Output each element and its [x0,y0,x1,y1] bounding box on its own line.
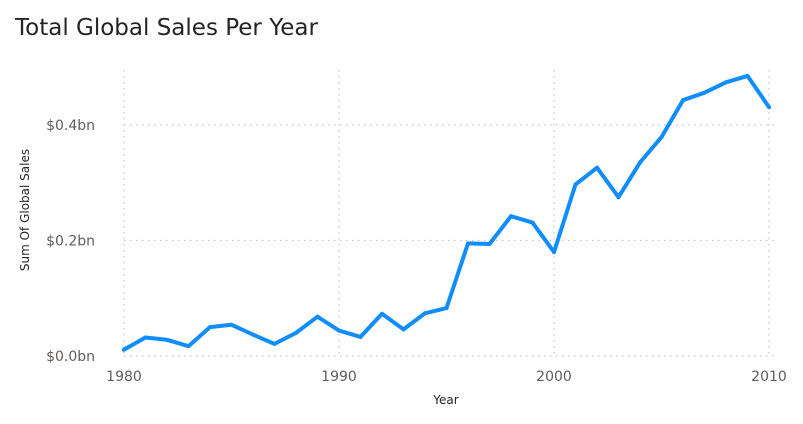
data-point[interactable] [659,135,664,140]
data-point[interactable] [573,182,578,187]
data-point[interactable] [380,311,384,316]
x-axis-ticks: 1980 1990 2000 2010 [106,369,787,385]
data-point[interactable] [229,322,234,327]
x-axis-title: Year [432,393,458,407]
data-point[interactable] [423,311,427,316]
data-point[interactable] [122,347,126,352]
data-point[interactable] [616,195,621,200]
data-point[interactable] [466,241,470,246]
y-axis-title: Sum Of Global Sales [18,149,32,271]
x-tick-label: 1980 [106,369,142,385]
data-point[interactable] [315,314,320,319]
x-tick-label: 2000 [536,369,572,385]
y-axis-ticks: $0.0bn $0.2bn $0.4bn [46,118,95,365]
x-tick-label: 1990 [321,369,357,385]
data-point[interactable] [272,341,277,346]
y-tick-label: $0.4bn [46,118,95,134]
data-point[interactable] [702,90,707,95]
series [122,73,771,352]
y-tick-label: $0.2bn [46,234,95,250]
data-point[interactable] [487,241,492,246]
data-point[interactable] [595,165,599,170]
grid [123,70,775,357]
data-point[interactable] [358,334,363,339]
data-point[interactable] [186,344,191,349]
data-point[interactable] [724,80,728,85]
y-tick-label: $0.0bn [46,349,95,365]
data-point[interactable] [444,306,449,311]
data-point[interactable] [143,335,148,340]
x-tick-label: 2010 [751,369,787,385]
data-point[interactable] [509,214,513,219]
data-point[interactable] [294,330,298,335]
data-point[interactable] [251,332,255,337]
data-point[interactable] [638,160,642,165]
data-point[interactable] [530,220,535,225]
data-point[interactable] [401,327,406,332]
data-point[interactable] [681,98,685,103]
data-point[interactable] [767,105,771,110]
data-point[interactable] [552,250,556,255]
data-point[interactable] [165,337,169,342]
chart-title: Total Global Sales Per Year [15,15,318,41]
data-point[interactable] [745,73,750,78]
data-point[interactable] [337,328,341,333]
data-point[interactable] [208,325,212,330]
